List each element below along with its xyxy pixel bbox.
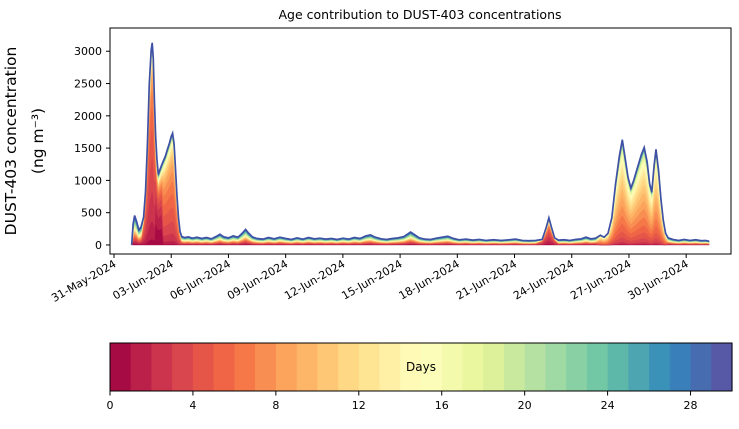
- colorbar-segment-day-12: [358, 343, 381, 391]
- x-tick-label: 15-Jun-2024: [339, 257, 404, 302]
- x-axis-ticks: 31-May-202403-Jun-202406-Jun-202409-Jun-…: [49, 254, 691, 305]
- x-tick-label: 31-May-2024: [49, 257, 118, 305]
- colorbar-ticks: 0 4 8 12 16 20 24 28: [107, 391, 698, 412]
- plot-border: [109, 27, 732, 255]
- colorbar-tick-label: 24: [601, 399, 615, 412]
- y-tick-label: 500: [81, 207, 102, 220]
- y-axis-label-line2: (ng m⁻³): [29, 108, 47, 174]
- colorbar-segment-day-11: [338, 343, 360, 391]
- colorbar-segment-day-19: [503, 343, 526, 391]
- total-concentration-line: [130, 42, 710, 245]
- colorbar-segment-day-2: [151, 343, 173, 391]
- colorbar-segment-day-10: [317, 343, 339, 391]
- colorbar-tick-label: 0: [107, 399, 114, 412]
- x-tick-label: 24-Jun-2024: [511, 257, 576, 302]
- colorbar-segment-day-4: [192, 343, 215, 391]
- colorbar-segment-day-28: [690, 343, 712, 391]
- colorbar-segment-day-15: [421, 343, 443, 391]
- colorbar-segment-day-23: [586, 343, 609, 391]
- colorbar-segment-day-26: [649, 343, 671, 391]
- y-tick-label: 1500: [74, 142, 102, 155]
- x-tick-label: 21-Jun-2024: [454, 257, 519, 302]
- stacked-age-layers: [131, 42, 710, 246]
- colorbar-segment-day-27: [669, 343, 692, 391]
- colorbar-tick-label: 4: [189, 399, 196, 412]
- colorbar-segment-day-14: [400, 343, 422, 391]
- colorbar-segment-day-16: [441, 343, 464, 391]
- colorbar-segment-day-6: [234, 343, 256, 391]
- colorbar-segment-day-0: [110, 343, 132, 391]
- x-tick-label: 12-Jun-2024: [282, 257, 347, 302]
- colorbar-tick-label: 16: [435, 399, 449, 412]
- colorbar-segment-day-17: [462, 343, 484, 391]
- colorbar-tick-label: 28: [684, 399, 698, 412]
- x-tick-label: 03-Jun-2024: [111, 257, 176, 302]
- x-tick-label: 27-Jun-2024: [568, 257, 633, 302]
- y-tick-label: 1000: [74, 174, 102, 187]
- colorbar-segment-day-7: [255, 343, 277, 391]
- x-tick-label: 09-Jun-2024: [225, 257, 290, 302]
- y-axis-ticks: 0 500 1000 1500 2000 2500 3000: [74, 45, 110, 252]
- colorbar-tick-label: 20: [518, 399, 532, 412]
- colorbar-segment-day-8: [275, 343, 298, 391]
- colorbar-segment-day-22: [566, 343, 588, 391]
- colorbar-segment-day-1: [130, 343, 153, 391]
- colorbar-segment-day-20: [524, 343, 546, 391]
- colorbar-segment-day-24: [607, 343, 629, 391]
- colorbar-border: [109, 342, 733, 392]
- colorbar-segment-day-25: [628, 343, 650, 391]
- x-tick-label: 18-Jun-2024: [397, 257, 462, 302]
- y-tick-label: 3000: [74, 45, 102, 58]
- colorbar-segment-day-3: [172, 343, 194, 391]
- chart-title: Age contribution to DUST-403 concentrati…: [278, 7, 561, 22]
- colorbar: [110, 343, 733, 391]
- colorbar-segment-day-29: [711, 343, 733, 391]
- colorbar-segment-day-21: [545, 343, 567, 391]
- y-axis-label-line1: DUST-403 concentration: [2, 47, 20, 236]
- colorbar-segment-day-5: [213, 343, 235, 391]
- colorbar-label: Days: [406, 360, 436, 374]
- colorbar-segment-day-9: [296, 343, 318, 391]
- y-tick-label: 2000: [74, 110, 102, 123]
- colorbar-segment-day-13: [379, 343, 401, 391]
- colorbar-tick-label: 8: [272, 399, 279, 412]
- x-tick-label: 06-Jun-2024: [168, 257, 233, 302]
- colorbar-segment-day-18: [483, 343, 505, 391]
- y-tick-label: 0: [95, 239, 102, 252]
- x-tick-label: 30-Jun-2024: [626, 257, 691, 302]
- y-tick-label: 2500: [74, 78, 102, 91]
- colorbar-tick-label: 12: [352, 399, 366, 412]
